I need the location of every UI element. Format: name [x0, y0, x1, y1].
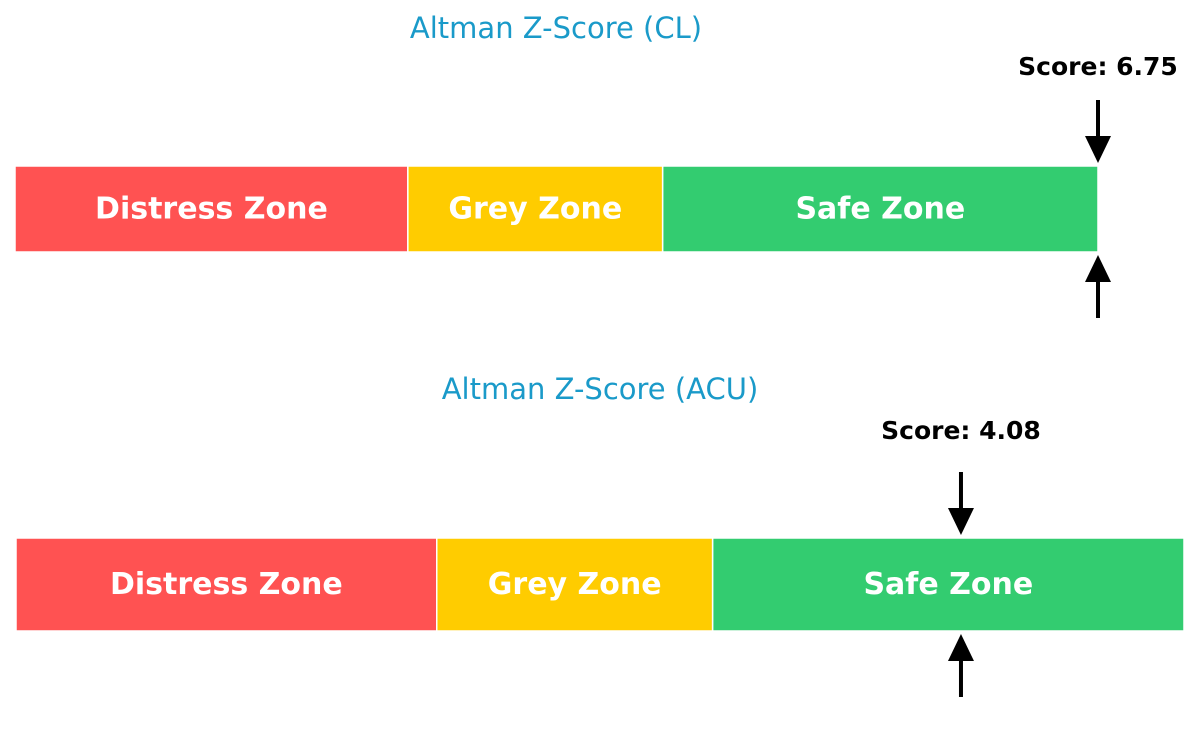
zone-label: Distress Zone — [110, 567, 343, 602]
zone-bar — [711, 537, 1185, 632]
score-arrow-up-icon — [1085, 255, 1111, 282]
score-arrow-up-icon — [947, 634, 974, 661]
zone-bar — [436, 537, 714, 632]
zone-bar — [14, 165, 409, 253]
zone-label: Grey Zone — [448, 192, 622, 227]
zone-label: Safe Zone — [863, 567, 1033, 602]
chart-title: Altman Z-Score (CL) — [410, 11, 702, 45]
zone-bar — [661, 165, 1099, 253]
score-label: Score: 4.08 — [881, 416, 1041, 445]
score-arrow-down-icon — [947, 508, 974, 535]
zone-bar — [15, 537, 438, 632]
score-label: Score: 6.75 — [1018, 52, 1178, 81]
zone-bar — [407, 165, 664, 253]
zone-label: Grey Zone — [488, 567, 662, 602]
chart-title: Altman Z-Score (ACU) — [442, 372, 759, 406]
zone-label: Distress Zone — [95, 192, 328, 227]
zone-label: Safe Zone — [795, 192, 965, 227]
score-arrow-down-icon — [1085, 136, 1111, 163]
